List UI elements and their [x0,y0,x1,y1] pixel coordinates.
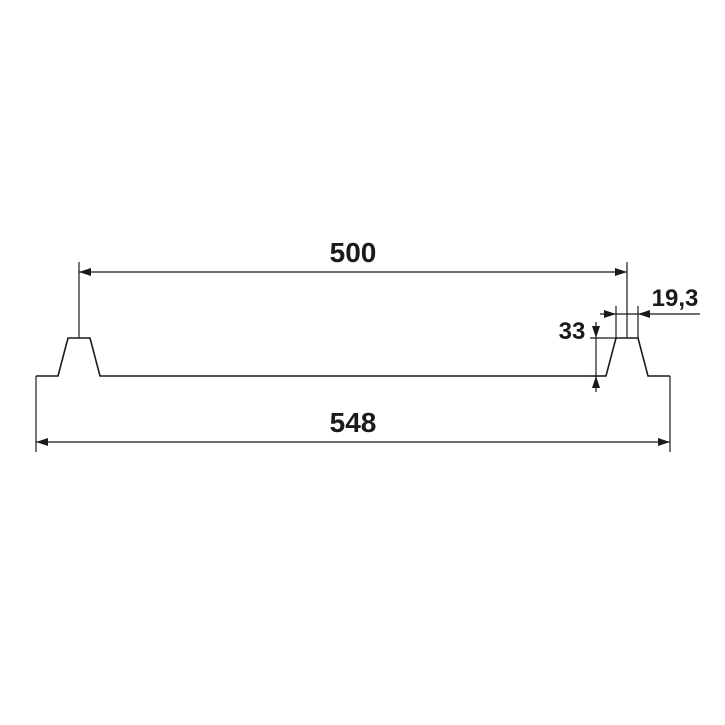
dimension-arrow [615,268,627,276]
dimension-arrow [604,310,616,318]
dimension-label-height: 33 [559,318,586,345]
dimension-arrow [592,326,600,338]
dimension-arrow [638,310,650,318]
dimension-arrow [79,268,91,276]
dimension-arrow [658,438,670,446]
dimension-label-ribtop: 19,3 [652,285,699,312]
dimension-arrow [592,376,600,388]
profile-diagram: 500 19,3 33 548 [0,0,725,725]
dimension-label-bottom: 548 [330,407,377,438]
dimension-arrow [36,438,48,446]
dimension-label-top: 500 [330,237,377,268]
